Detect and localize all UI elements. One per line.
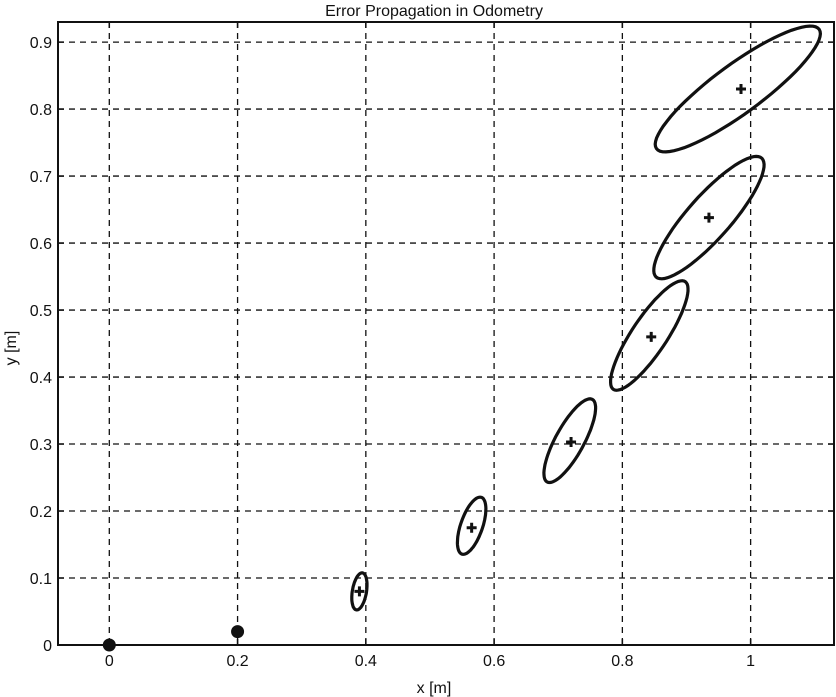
y-tick-label: 0.8 [30,102,52,119]
plot-frame [57,21,835,646]
uncertainty-ellipse [455,495,488,556]
x-tick-label: 0.8 [611,653,633,670]
x-tick-label: 1 [746,653,755,670]
uncertainty-ellipse [652,154,766,281]
uncertainty-ellipse [608,279,690,392]
y-tick-label: 0.1 [30,571,52,588]
estimate-plus-marker [646,331,657,342]
x-axis-label: x [m] [417,680,452,697]
y-tick-label: 0.2 [30,504,52,521]
y-tick-label: 0.9 [30,35,52,52]
y-axis-label: y [m] [3,331,20,366]
estimate-plus-marker [566,437,577,448]
estimate-plus-marker [703,212,714,223]
y-tick-label: 0.4 [30,370,52,387]
estimate-plus-marker [736,83,747,94]
axis-ticks: 0 0.2 0.4 0.6 0.8 1 0 0.1 0.2 0.3 0.4 0.5 0.6 0.7 0.8 0… [30,22,834,670]
estimate-plus-marker [466,522,477,533]
data-points [102,83,747,652]
error-ellipses [350,24,823,612]
y-tick-label: 0.6 [30,236,52,253]
x-tick-label: 0 [105,653,114,670]
estimate-plus-marker [354,586,365,597]
uncertainty-ellipse [653,24,823,154]
uncertainty-ellipse [350,571,369,612]
uncertainty-ellipse [542,397,598,485]
grid-lines [58,22,834,646]
x-tick-label: 0.2 [226,653,248,670]
y-tick-label: 0 [43,638,52,655]
chart-title: Error Propagation in Odometry [325,3,543,20]
odometry-point-marker [231,625,245,639]
y-tick-label: 0.3 [30,437,52,454]
y-tick-label: 0.7 [30,169,52,186]
x-tick-label: 0.6 [483,653,505,670]
x-tick-label: 0.4 [355,653,377,670]
y-tick-label: 0.5 [30,303,52,320]
